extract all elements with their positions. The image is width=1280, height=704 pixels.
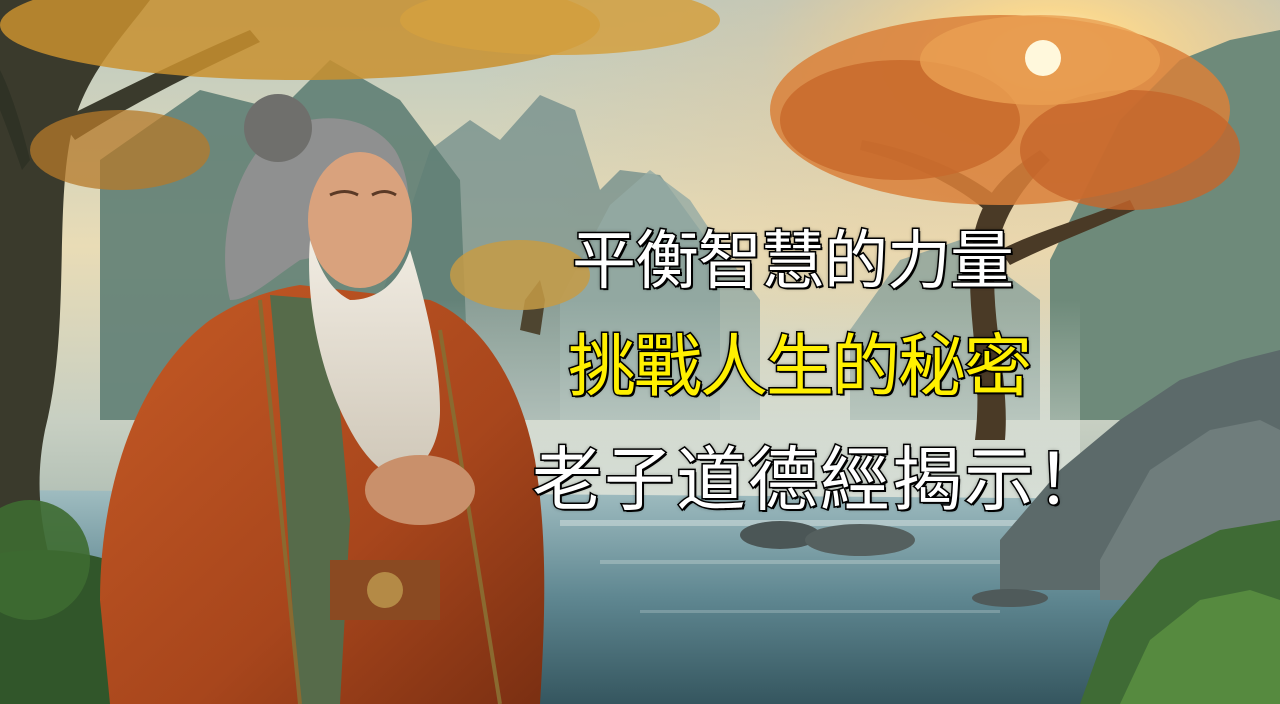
title-line-2: 挑戰人生的秘密 xyxy=(566,328,1033,407)
title-line-1: 平衡智慧的力量 xyxy=(571,225,1016,299)
title-line-3: 老子道德經揭示！ xyxy=(531,439,1108,521)
